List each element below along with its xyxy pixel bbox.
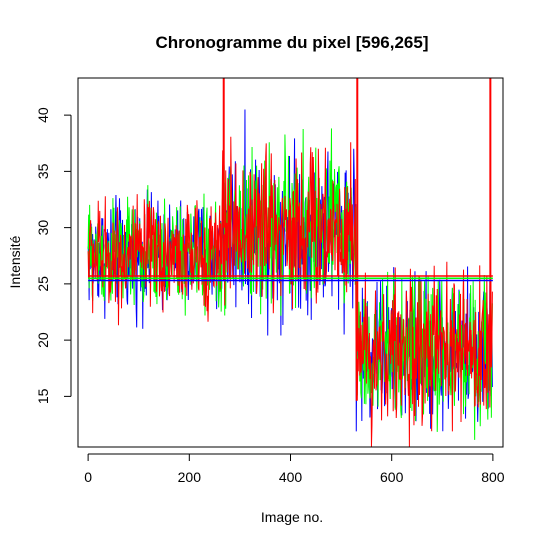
series-line-3 xyxy=(87,136,493,447)
x-axis-label: Image no. xyxy=(261,509,323,525)
x-tick-label: 200 xyxy=(178,469,202,485)
y-tick-label: 25 xyxy=(35,276,51,292)
y-tick-label: 15 xyxy=(35,388,51,404)
x-tick-label: 0 xyxy=(84,469,92,485)
y-tick-label: 35 xyxy=(35,163,51,179)
y-tick-label: 30 xyxy=(35,220,51,236)
plot-frame xyxy=(77,77,504,448)
chart-title: Chronogramme du pixel [596,265] xyxy=(155,33,428,52)
x-tick-label: 400 xyxy=(279,469,303,485)
x-tick-label: 800 xyxy=(481,469,505,485)
y-axis-label: Intensité xyxy=(7,235,23,288)
x-tick-label: 600 xyxy=(380,469,404,485)
series-layer xyxy=(87,78,493,447)
y-tick-label: 20 xyxy=(35,332,51,348)
x-axis: 0 200 400 600 800 xyxy=(84,453,505,485)
y-axis: 15 20 25 30 35 40 xyxy=(35,107,72,404)
mean-lines xyxy=(88,275,493,282)
y-tick-label: 40 xyxy=(35,107,51,123)
